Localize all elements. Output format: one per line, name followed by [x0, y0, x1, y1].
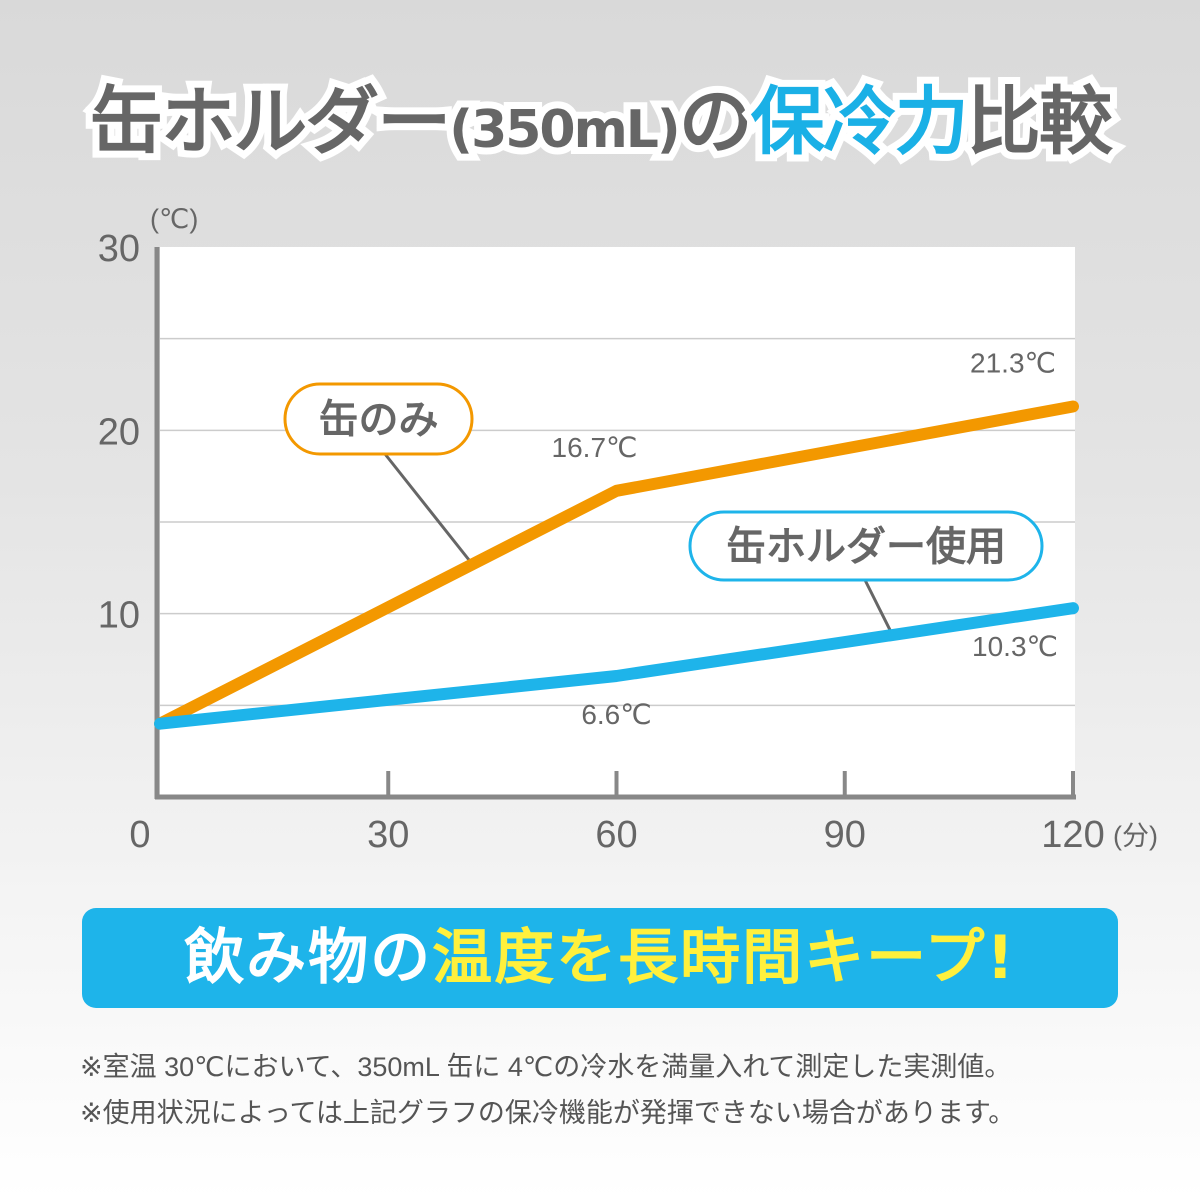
- legend-label: 缶のみ: [319, 397, 439, 443]
- series-line-can-only: [154, 400, 1079, 730]
- callout-pointer: [863, 579, 895, 637]
- data-label: 21.3℃: [970, 348, 1056, 379]
- y-tick-label: 10: [98, 595, 140, 637]
- data-label: 6.6℃: [581, 699, 651, 730]
- temperature-chart: 0 30 60 90 120 (分) 10 20 30 (℃) 16.7℃ 21.3℃ 6.6℃ 10.3…: [98, 204, 1158, 856]
- callout-pointer: [383, 453, 475, 566]
- y-tick-label: 30: [98, 228, 140, 270]
- footnote: ※使用状況によっては上記グラフの保冷機能が発揮できない場合があります。: [80, 1098, 1016, 1128]
- x-tick-label: 90: [824, 814, 866, 856]
- x-axis-unit: (分): [1113, 821, 1158, 851]
- title-highlight: 保冷力: [744, 72, 976, 172]
- title-volume: (350mL): [442, 93, 687, 167]
- title-text: 缶ホルダー: [82, 72, 458, 172]
- banner-highlight: 温度を長時間キープ!: [432, 923, 1016, 993]
- legend-callout: [283, 382, 474, 456]
- x-tick-label: 30: [367, 814, 409, 856]
- legend-label: 缶ホルダー使用: [726, 524, 1006, 570]
- page-title: 缶ホルダー(350mL)の保冷力比較: [0, 62, 1200, 172]
- data-label: 10.3℃: [972, 631, 1058, 662]
- data-label: 16.7℃: [552, 432, 638, 463]
- footnotes: ※室温 30℃において、350mL 缶に 4℃の冷水を満量入れて測定した実測値。…: [80, 1044, 1015, 1136]
- x-tick-label: 0: [129, 814, 150, 856]
- series-line-holder: [154, 602, 1079, 730]
- x-tick-label: 60: [595, 814, 637, 856]
- banner-text: 飲み物の: [184, 923, 433, 993]
- title-suffix: 比較: [960, 72, 1120, 172]
- y-tick-label: 20: [98, 411, 140, 453]
- legend-callout: [688, 510, 1044, 582]
- banner: 飲み物の温度を長時間キープ!: [82, 908, 1118, 1008]
- x-tick-label: 120: [1041, 814, 1104, 856]
- title-particle: の: [672, 72, 760, 172]
- y-axis-unit: (℃): [150, 204, 198, 234]
- footnote: ※室温 30℃において、350mL 缶に 4℃の冷水を満量入れて測定した実測値。: [80, 1052, 1012, 1082]
